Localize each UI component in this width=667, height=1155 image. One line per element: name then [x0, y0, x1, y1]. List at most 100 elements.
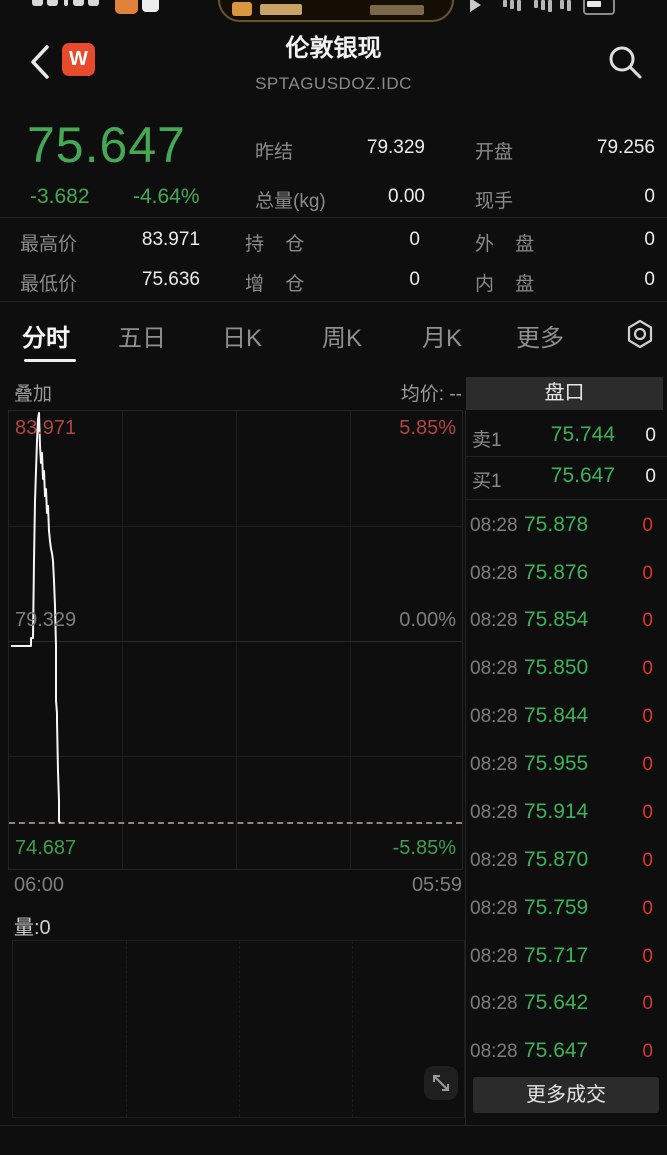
ask1-price: 75.744: [550, 423, 615, 446]
x-label-end-time: 05:59: [411, 874, 462, 896]
status-bar: [0, 0, 667, 24]
signal-bar-icon: [503, 0, 507, 7]
expand-arrows-icon: [433, 1075, 449, 1091]
tab-daily-k[interactable]: 日K: [222, 325, 263, 352]
status-time-glyph: [88, 0, 99, 6]
field-label-open: 开盘: [475, 142, 514, 163]
gridline: [126, 941, 127, 1117]
signal-bar-icon: [510, 0, 514, 9]
trade-time: 08:28: [470, 946, 518, 967]
stat-value-high: 83.971: [141, 229, 200, 250]
wifi-icon: [548, 0, 552, 12]
trade-time: 08:28: [470, 850, 518, 871]
gridline: [350, 411, 351, 869]
current-price-dashed-line: [9, 822, 462, 824]
gridline: [9, 756, 462, 757]
trade-price: 75.642: [524, 991, 589, 1014]
trade-time: 08:28: [470, 802, 518, 823]
price-line: [11, 412, 61, 824]
bid1-volume: 0: [645, 466, 656, 487]
status-time-colon: [64, 0, 68, 6]
tab-minute-chart[interactable]: 分时: [22, 325, 70, 352]
tab-weekly-k[interactable]: 周K: [322, 325, 363, 352]
cell-bars-icon: [567, 0, 571, 11]
stat-value-position-change: 0: [409, 269, 420, 290]
trade-volume: 0: [642, 850, 653, 871]
gridline: [236, 411, 237, 869]
trade-time: 08:28: [470, 754, 518, 775]
trade-price: 75.717: [524, 944, 589, 967]
tab-monthly-k[interactable]: 月K: [422, 325, 463, 352]
signal-bar-icon: [517, 0, 521, 11]
trade-volume: 0: [642, 754, 653, 775]
trade-time: 08:28: [470, 993, 518, 1014]
page-title: 伦敦银现: [285, 35, 382, 62]
y-label-low-price: 74.687: [15, 837, 77, 859]
bid1-price: 75.647: [550, 464, 615, 487]
search-icon[interactable]: [606, 43, 644, 81]
wifi-icon: [534, 0, 538, 8]
bid1-label: 买1: [472, 471, 502, 492]
battery-icon: [583, 0, 615, 15]
stat-label-open-interest: 持 仓: [245, 234, 305, 255]
order-book-header[interactable]: 盘口: [466, 377, 663, 410]
pill-app-icon: [232, 2, 252, 16]
status-time-glyph: [32, 0, 43, 6]
status-time-glyph: [47, 0, 58, 6]
tab-five-day[interactable]: 五日: [118, 325, 166, 352]
pill-text-block: [370, 5, 424, 15]
trade-time: 08:28: [470, 706, 518, 727]
price-change: -3.682: [30, 185, 90, 208]
price-line-chart: [11, 412, 61, 824]
wind-app-badge[interactable]: W: [62, 43, 95, 76]
average-price-label: 均价: --: [400, 384, 462, 405]
trade-price: 75.878: [524, 513, 589, 536]
stat-value-outer-lots: 0: [644, 229, 655, 250]
trade-volume: 0: [642, 1041, 653, 1062]
more-trades-button[interactable]: 更多成交: [473, 1077, 659, 1113]
wifi-icon: [541, 0, 545, 10]
ask1-volume: 0: [645, 425, 656, 446]
field-value-current-lot: 0: [644, 186, 655, 207]
trade-volume: 0: [642, 658, 653, 679]
gridline-prev-close: [9, 641, 462, 642]
stat-label-high: 最高价: [20, 234, 78, 255]
live-activity-pill[interactable]: [218, 0, 454, 22]
divider: [0, 301, 667, 302]
intraday-price-chart[interactable]: 83.971 5.85% 79.329 0.00% 74.687 -5.85%: [8, 410, 463, 870]
divider: [466, 499, 667, 500]
trade-price: 75.850: [524, 656, 589, 679]
price-change-pct: -4.64%: [133, 185, 200, 208]
field-value-open: 79.256: [596, 137, 655, 158]
trade-price: 75.914: [524, 800, 589, 823]
trade-price: 75.759: [524, 896, 589, 919]
field-label-current-lot: 现手: [475, 191, 514, 212]
stat-label-low: 最低价: [20, 274, 78, 295]
tab-more[interactable]: 更多: [516, 325, 564, 352]
cell-bars-icon: [560, 0, 564, 9]
back-icon[interactable]: [28, 44, 52, 80]
chart-settings-gear-icon[interactable]: [624, 318, 656, 350]
y-label-high-price: 83.971: [15, 417, 77, 439]
pill-text-block: [260, 4, 302, 15]
trade-price: 75.844: [524, 704, 589, 727]
active-tab-underline: [24, 359, 76, 362]
trade-time: 08:28: [470, 610, 518, 631]
trade-volume: 0: [642, 610, 653, 631]
expand-chart-button[interactable]: [424, 1066, 458, 1100]
trade-time: 08:28: [470, 515, 518, 536]
field-label-prev-settle: 昨结: [255, 142, 294, 163]
trade-volume: 0: [642, 515, 653, 536]
stat-label-position-change: 增 仓: [245, 274, 305, 295]
field-value-total-volume: 0.00: [388, 186, 425, 207]
status-app-icon-2: [142, 0, 159, 12]
field-value-prev-settle: 79.329: [366, 137, 425, 158]
x-label-start-time: 06:00: [14, 874, 65, 896]
overlay-button[interactable]: 叠加: [14, 384, 53, 405]
y-label-mid-price: 79.329: [15, 609, 77, 631]
trade-volume: 0: [642, 898, 653, 919]
gridline: [9, 526, 462, 527]
last-price: 75.647: [27, 117, 186, 173]
gridline: [239, 941, 240, 1117]
